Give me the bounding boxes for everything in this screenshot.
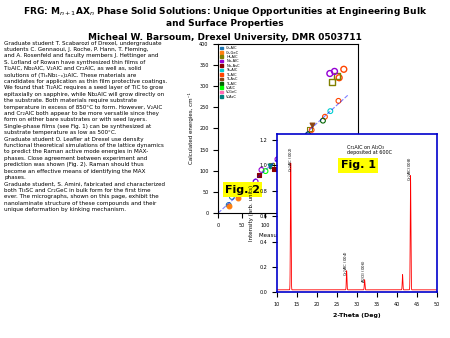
Point (336, 75, 343, 80)
Point (225, 204, 232, 209)
Point (331, 69, 338, 74)
Point (304, 132, 311, 137)
Point (320, 118, 327, 123)
Point (306, 126, 313, 131)
Point (328, 79, 336, 85)
Point (291, 146, 298, 151)
Legend: Cr₂AlC, Cr₂GeC, Hf₂AlC, Nb₂AlC, Nb₂AsC, Ta₂AlC, Ti₂AlC, Ti₂AsC, Ti₃AlC, V₂AlC, V: Cr₂AlC, Cr₂GeC, Hf₂AlC, Nb₂AlC, Nb₂AsC, … (220, 46, 240, 99)
Point (333, 73, 340, 78)
Text: Micheal W. Barsoum, Drexel University, DMR 0503711: Micheal W. Barsoum, Drexel University, D… (88, 33, 362, 42)
Y-axis label: Intensity (arb. units): Intensity (arb. units) (249, 185, 254, 241)
X-axis label: 2-Theta (Deg): 2-Theta (Deg) (333, 313, 380, 318)
Point (281, 146, 288, 151)
Point (267, 163, 274, 168)
Point (326, 71, 333, 76)
Point (255, 172, 262, 178)
Text: Cr$_2$AlC (002): Cr$_2$AlC (002) (287, 146, 295, 172)
Text: FRG: M$_{n+1}$AX$_n$ Phase Solid Solutions: Unique Opportunities at Engineering : FRG: M$_{n+1}$AX$_n$ Phase Solid Solutio… (23, 5, 427, 18)
X-axis label: Measured energies, c: Measured energies, c (259, 233, 317, 238)
Point (242, 190, 249, 195)
Point (242, 184, 249, 189)
Point (225, 202, 232, 208)
Point (294, 138, 302, 143)
Point (308, 122, 315, 128)
Point (327, 108, 334, 114)
Point (252, 179, 259, 184)
Point (268, 163, 275, 168)
Text: Al$_2$O$_3$ (006): Al$_2$O$_3$ (006) (361, 260, 369, 284)
Text: Cr₂AlC on Al₂O₃
deposited at 600C: Cr₂AlC on Al₂O₃ deposited at 600C (347, 145, 392, 155)
Point (295, 138, 302, 144)
Text: Cr$_2$AlC (004): Cr$_2$AlC (004) (343, 250, 351, 276)
Point (285, 147, 292, 153)
Y-axis label: Calculated energies, cm⁻¹: Calculated energies, cm⁻¹ (188, 93, 194, 164)
Text: Graduate student T. Scabarozi of Drexel, undergraduate
students C. Gennaoui, J. : Graduate student T. Scabarozi of Drexel,… (4, 41, 168, 212)
Point (308, 127, 315, 132)
Point (248, 182, 255, 187)
Point (262, 168, 269, 174)
Text: and Surface Properties: and Surface Properties (166, 20, 284, 28)
Point (258, 167, 265, 173)
Point (270, 166, 277, 171)
Point (282, 155, 289, 161)
Point (340, 67, 347, 72)
Point (235, 192, 242, 197)
Text: Cr$_2$AlC(008): Cr$_2$AlC(008) (407, 156, 414, 180)
Point (228, 194, 235, 200)
Point (274, 156, 281, 162)
Text: Fig. 2: Fig. 2 (225, 185, 260, 195)
Point (277, 155, 284, 161)
Text: Fig. 1: Fig. 1 (341, 161, 376, 170)
Point (234, 195, 242, 200)
Point (282, 153, 289, 159)
Point (295, 139, 302, 144)
Point (335, 98, 342, 103)
Point (290, 140, 297, 145)
Point (321, 114, 328, 119)
Point (296, 137, 303, 142)
Point (283, 145, 290, 150)
